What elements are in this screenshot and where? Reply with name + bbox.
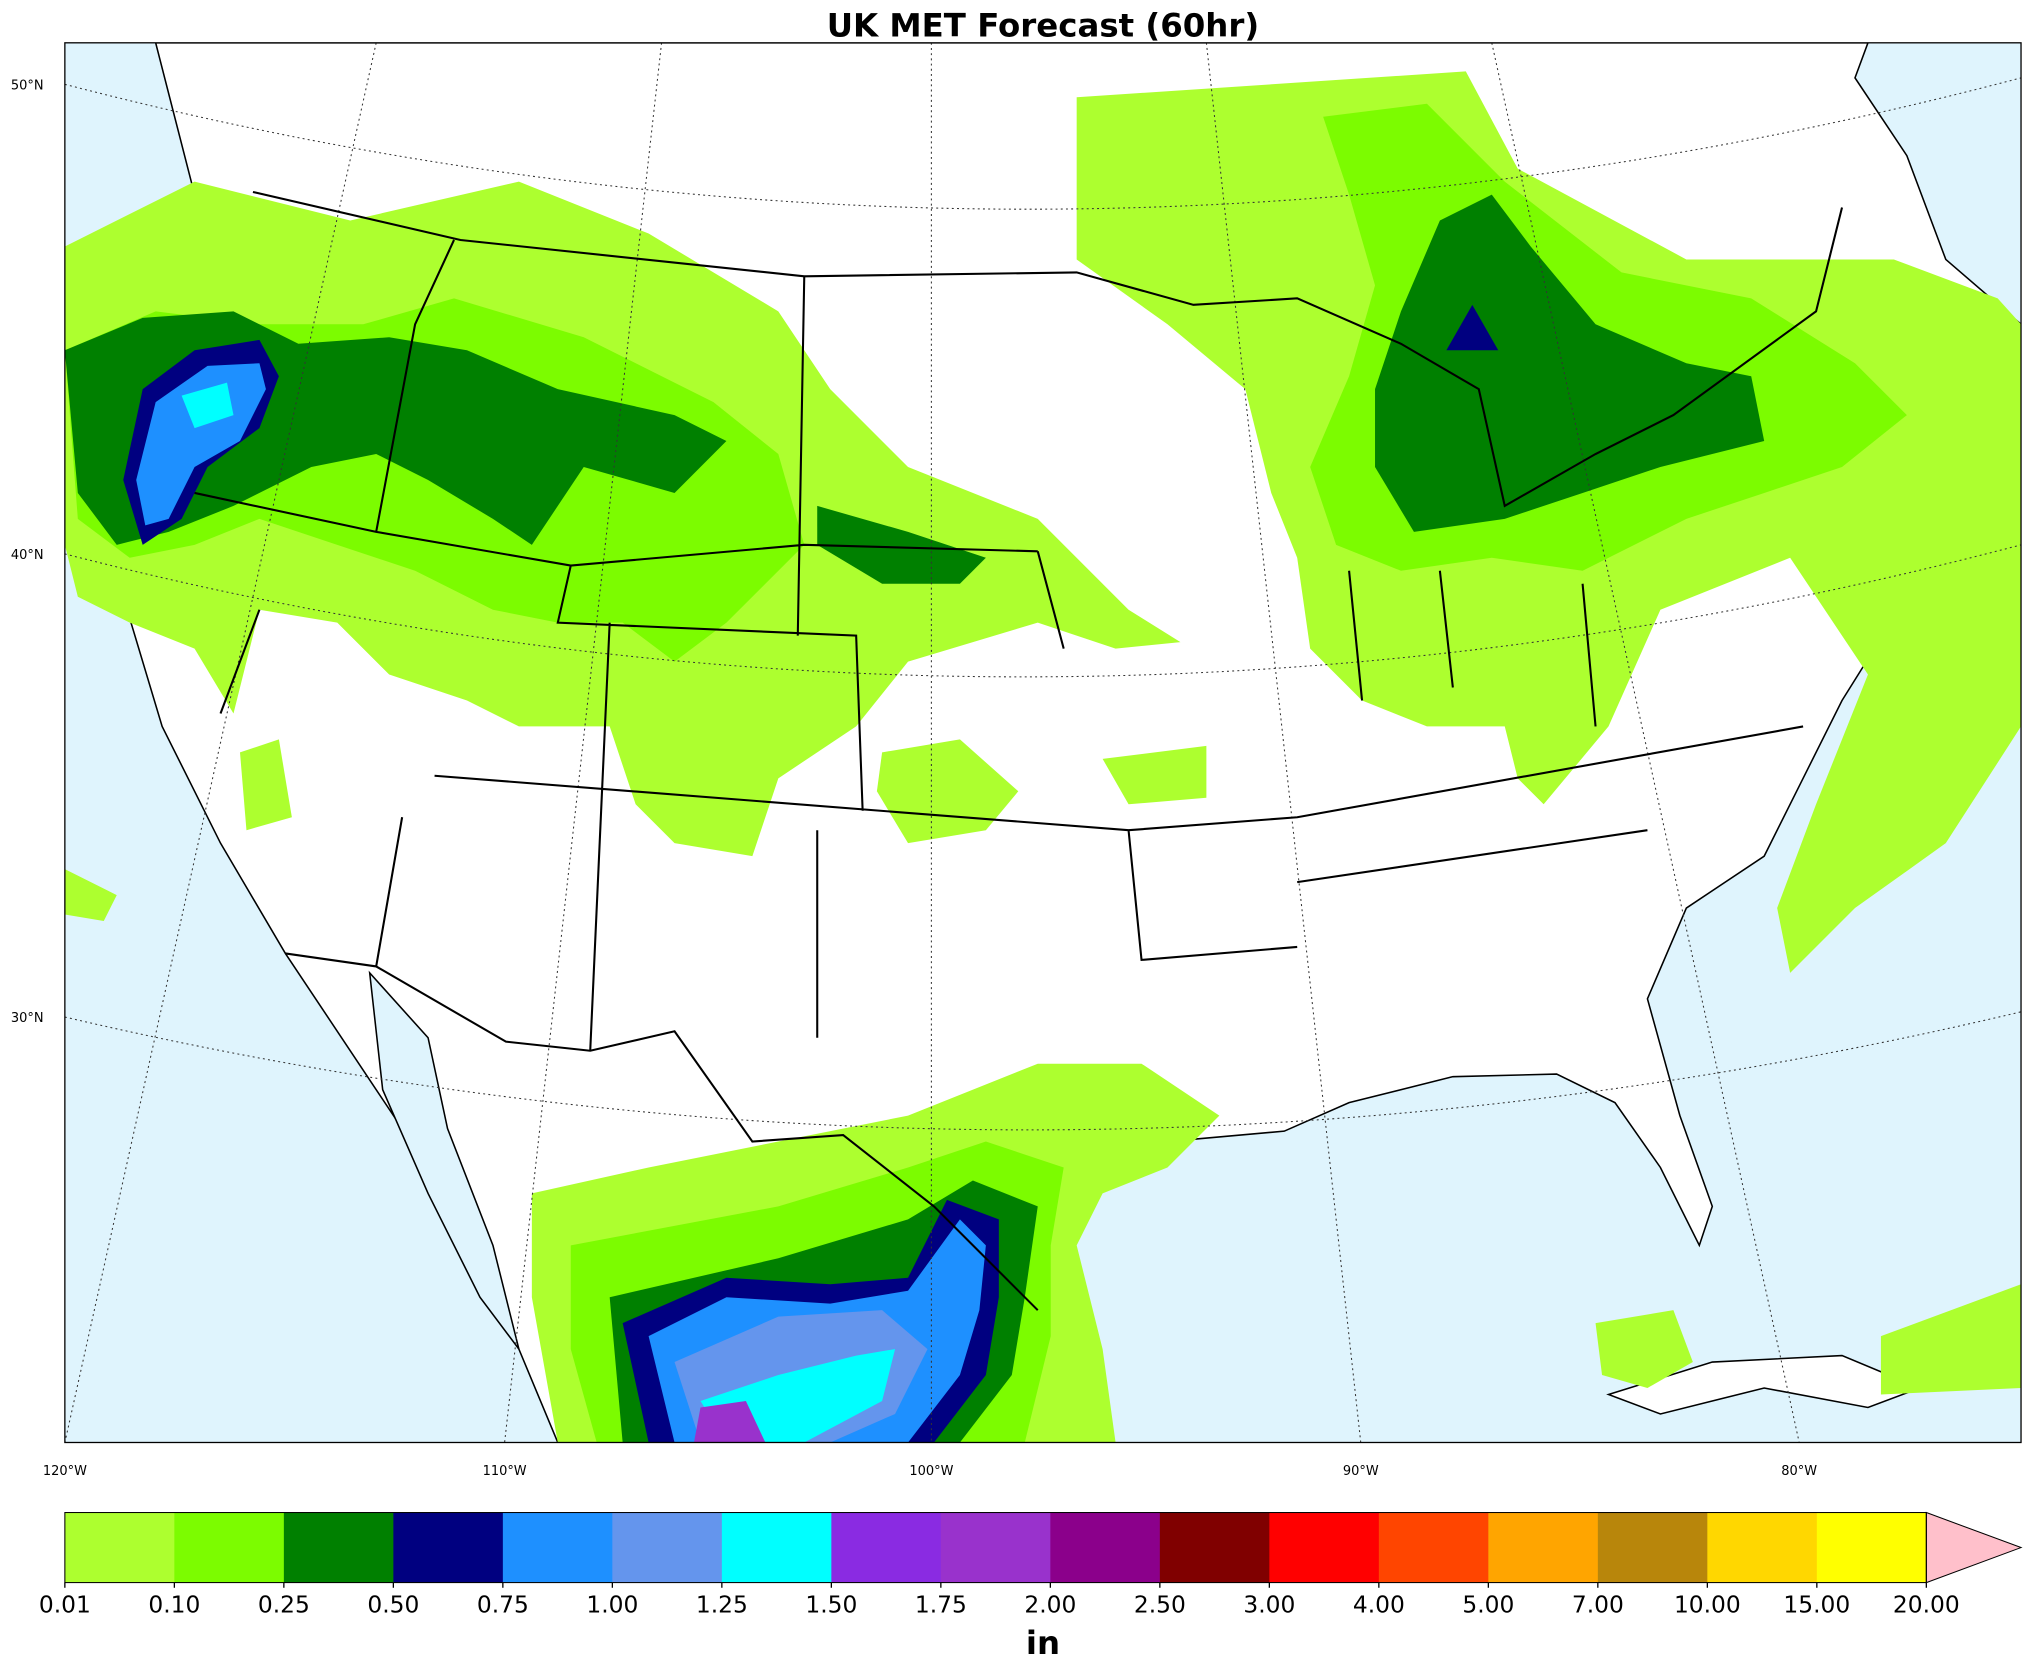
- colorbar-segment: [1488, 1512, 1599, 1583]
- canada-border: [252, 190, 1844, 508]
- colorbar-outline: [64, 1512, 1927, 1584]
- parallel: [64, 77, 2022, 210]
- colorbar-tick-label: 1.25: [696, 1590, 748, 1618]
- colorbar-extension: [1925, 1511, 2023, 1584]
- parallel: [64, 1011, 2022, 1131]
- map-frame: [64, 42, 2022, 1444]
- mexico-border: [285, 952, 1039, 1311]
- colorbar-segment: [174, 1512, 285, 1583]
- colorbar-segment: [502, 1512, 614, 1583]
- colorbar-tick-label: 1.50: [805, 1590, 857, 1618]
- longitude-label: 110°W: [483, 1464, 527, 1479]
- longitude-label: 80°W: [1781, 1464, 1817, 1479]
- colorbar-segment: [1597, 1512, 1708, 1583]
- colorbar-tick-label: 4.00: [1353, 1590, 1405, 1618]
- colorbar-tick-label: 2.00: [1024, 1590, 1076, 1618]
- latitude-label: 50°N: [11, 79, 44, 94]
- colorbar-tick-label: 1.75: [915, 1590, 967, 1618]
- colorbar-tick-label: 7.00: [1572, 1590, 1624, 1618]
- colorbar-segment: [1816, 1512, 1927, 1583]
- colorbar-segment: [393, 1512, 504, 1583]
- colorbar-segment: [1159, 1512, 1270, 1583]
- colorbar-tick-label: 15.00: [1783, 1590, 1850, 1618]
- state-lines: [194, 239, 1804, 1051]
- precipitation: [64, 71, 2022, 1443]
- colorbar-tick-label: 3.00: [1243, 1590, 1295, 1618]
- colorbar-segment: [721, 1512, 832, 1583]
- colorbar-segment: [1707, 1512, 1818, 1583]
- latitude-label: 40°N: [11, 548, 44, 563]
- colorbar-tick-label: 0.10: [148, 1590, 200, 1618]
- meridian: [504, 42, 663, 1443]
- colorbar-tick-label: 1.00: [586, 1590, 638, 1618]
- colorbar-tick-label: 10.00: [1674, 1590, 1741, 1618]
- longitude-label: 90°W: [1343, 1464, 1379, 1479]
- colorbar-tick-label: 5.00: [1462, 1590, 1514, 1618]
- cuba: [1606, 1354, 1922, 1415]
- colorbar-tick-label: 20.00: [1893, 1590, 1960, 1618]
- meridian: [64, 42, 377, 1443]
- parallel: [64, 544, 2022, 678]
- longitude-label: 100°W: [909, 1464, 953, 1479]
- colorbar-segment: [831, 1512, 942, 1583]
- map: 50°N 40°N 30°N 120°W 110°W 100°W 90°W 80°W: [11, 42, 2022, 1479]
- colorbar-segment: [1269, 1512, 1380, 1583]
- longitude-label: 120°W: [43, 1464, 87, 1479]
- colorbar-segment: [1378, 1512, 1489, 1583]
- colorbar-segment: [283, 1512, 395, 1583]
- colorbar: 0.01 0.10 0.25 0.50 0.75 1.00 1.25 1.50 1.75 2.00…: [39, 1511, 2023, 1618]
- colorbar-tick-label: 0.75: [477, 1590, 529, 1618]
- colorbar-tick-label: 0.01: [39, 1590, 91, 1618]
- meridian: [1491, 42, 1800, 1443]
- colorbar-tick-label: 0.25: [258, 1590, 310, 1618]
- meridian: [1205, 42, 1362, 1443]
- colorbar-tick-label: 2.50: [1134, 1590, 1186, 1618]
- colorbar-segment: [940, 1512, 1051, 1583]
- colorbar-segment: [1050, 1512, 1161, 1583]
- colorbar-tick-label: 0.50: [367, 1590, 419, 1618]
- baja-water: [368, 970, 520, 1350]
- latitude-label: 30°N: [11, 1011, 44, 1026]
- colorbar-segment: [64, 1512, 176, 1583]
- colorbar-segment: [612, 1512, 723, 1583]
- title: UK MET Forecast (60hr): [827, 6, 1259, 44]
- colorbar-label: in: [1026, 1624, 1060, 1662]
